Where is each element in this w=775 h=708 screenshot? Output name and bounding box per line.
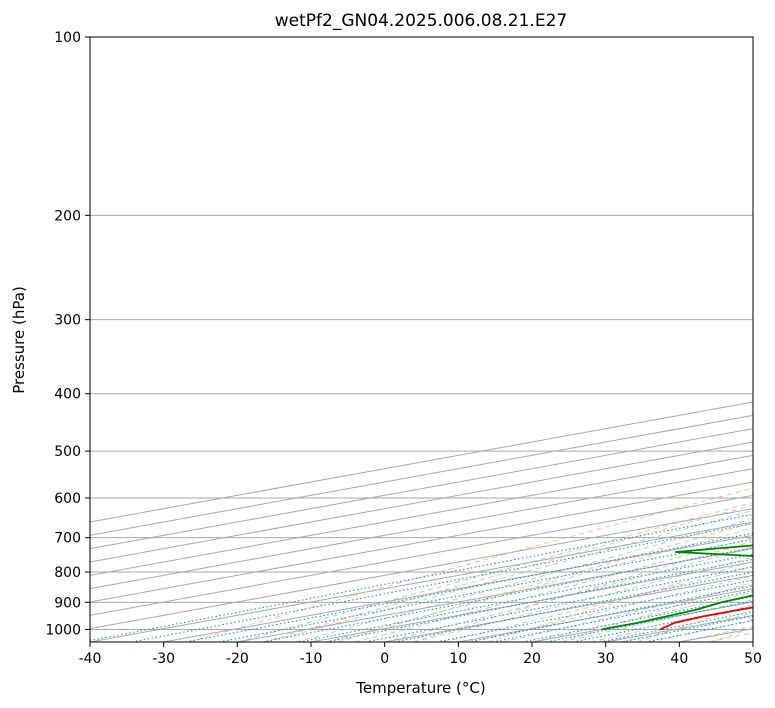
moist-adiabat-line [413, 556, 753, 642]
x-tick-label: 0 [380, 651, 389, 667]
moist-adiabat-line [384, 546, 753, 642]
isotherm-line [90, 508, 753, 630]
x-tick-label: 30 [597, 651, 615, 667]
moist-adiabat-line [325, 527, 753, 642]
y-tick-label: 100 [54, 30, 81, 46]
isotherm-line [163, 534, 753, 642]
plot-frame [89, 36, 754, 643]
isotherm-line [90, 481, 753, 603]
mixing-ratio-line [599, 611, 753, 642]
y-tick-label: 400 [54, 387, 81, 403]
x-tick-label: -40 [79, 651, 102, 667]
y-axis: 100 200 300 400 500 600 700 800 900 1000 [45, 30, 90, 638]
y-tick-label: 800 [54, 565, 81, 581]
x-axis: -40 -30 -20 -10 0 10 20 30 40 50 [79, 642, 762, 667]
isotherm-line [90, 468, 753, 590]
dry-adiabat-line [188, 487, 753, 642]
mixing-ratio-line [622, 615, 753, 642]
mixing-ratio-line [131, 522, 753, 642]
dry-adiabat-line [338, 522, 753, 642]
y-tick-label: 600 [54, 491, 81, 507]
isotherm-line [90, 521, 753, 642]
isotherm-line [90, 494, 753, 616]
moist-adiabat-line [296, 518, 753, 642]
mixing-ratio-line [218, 538, 753, 642]
isotherm-line [90, 441, 753, 563]
mixing-ratio-line [262, 546, 753, 642]
x-tick-label: 10 [449, 651, 467, 667]
x-tick-label: 20 [523, 651, 541, 667]
isotherm-line [90, 428, 753, 550]
moist-adiabat-line [531, 591, 753, 642]
x-tick-label: -10 [300, 651, 323, 667]
y-axis-label: Pressure (hPa) [10, 286, 28, 394]
y-tick-label: 200 [54, 208, 81, 224]
y-tick-label: 900 [54, 595, 81, 611]
mixing-ratio-line [546, 600, 753, 642]
x-tick-label: -20 [226, 651, 249, 667]
y-tick-label: 1000 [45, 622, 81, 638]
x-tick-label: 50 [744, 651, 762, 667]
x-axis-label: Temperature (°C) [355, 679, 485, 697]
moist-adiabat-line [443, 566, 753, 642]
isotherm-line [90, 454, 753, 576]
dry-adiabat-line [562, 581, 753, 642]
y-tick-label: 300 [54, 313, 81, 329]
x-tick-label: 40 [670, 651, 688, 667]
mixing-ratio-line [185, 532, 753, 642]
mixing-ratio-line [521, 595, 753, 642]
chart-title: wetPf2_GN04.2025.006.08.21.E27 [275, 11, 567, 31]
x-tick-label: -30 [152, 651, 175, 667]
plot-area: 0.10.20.40.611.52346810131620253036 -100… [90, 37, 753, 642]
isotherm-grid [90, 401, 753, 642]
isobar-grid [90, 37, 753, 630]
y-tick-label: 500 [54, 444, 81, 460]
y-tick-label: 700 [54, 531, 81, 547]
